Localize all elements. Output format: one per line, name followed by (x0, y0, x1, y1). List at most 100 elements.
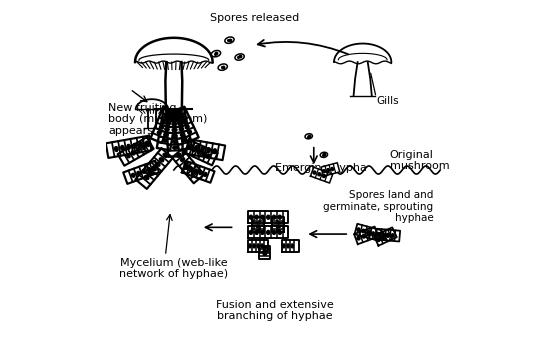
Text: Mycelium (web-like
network of hyphae): Mycelium (web-like network of hyphae) (119, 258, 228, 279)
Ellipse shape (392, 234, 394, 237)
Ellipse shape (180, 158, 185, 162)
Polygon shape (354, 226, 378, 244)
Polygon shape (355, 224, 382, 241)
Ellipse shape (249, 231, 252, 234)
Polygon shape (376, 229, 400, 241)
Ellipse shape (367, 231, 370, 234)
Polygon shape (248, 226, 289, 238)
Ellipse shape (261, 215, 264, 219)
Ellipse shape (191, 171, 195, 174)
Polygon shape (282, 240, 299, 252)
Ellipse shape (202, 152, 205, 156)
Ellipse shape (204, 172, 207, 176)
Ellipse shape (127, 144, 130, 149)
Ellipse shape (172, 122, 177, 126)
Ellipse shape (164, 116, 168, 119)
Ellipse shape (139, 142, 142, 147)
Ellipse shape (277, 230, 280, 232)
Polygon shape (106, 136, 151, 158)
Polygon shape (123, 161, 159, 184)
Ellipse shape (291, 244, 294, 248)
Ellipse shape (160, 126, 163, 129)
Ellipse shape (255, 231, 258, 234)
Ellipse shape (377, 238, 380, 241)
Ellipse shape (206, 154, 210, 158)
Ellipse shape (256, 226, 260, 228)
Ellipse shape (179, 128, 184, 131)
Polygon shape (248, 211, 289, 223)
Ellipse shape (183, 120, 187, 124)
Ellipse shape (256, 222, 260, 224)
Ellipse shape (182, 139, 186, 142)
Ellipse shape (387, 233, 389, 237)
Ellipse shape (382, 233, 384, 236)
Polygon shape (260, 246, 270, 259)
Ellipse shape (126, 154, 130, 158)
Ellipse shape (165, 128, 169, 131)
Ellipse shape (256, 230, 260, 232)
Ellipse shape (153, 166, 156, 170)
Ellipse shape (172, 117, 177, 120)
Ellipse shape (367, 233, 370, 236)
Ellipse shape (372, 232, 375, 235)
Ellipse shape (131, 151, 135, 155)
Ellipse shape (225, 37, 234, 43)
Ellipse shape (255, 215, 258, 219)
Polygon shape (172, 149, 204, 183)
Ellipse shape (148, 171, 152, 175)
Polygon shape (135, 148, 173, 189)
Ellipse shape (156, 162, 160, 166)
Ellipse shape (194, 169, 197, 173)
Ellipse shape (163, 153, 167, 157)
Polygon shape (248, 240, 268, 252)
Ellipse shape (235, 54, 244, 60)
Ellipse shape (197, 150, 200, 154)
Ellipse shape (188, 146, 191, 150)
Ellipse shape (267, 215, 270, 219)
Ellipse shape (145, 141, 149, 146)
Ellipse shape (213, 149, 217, 154)
Polygon shape (151, 107, 174, 143)
Polygon shape (182, 161, 214, 183)
Ellipse shape (145, 175, 148, 180)
Ellipse shape (180, 133, 185, 136)
Ellipse shape (277, 222, 280, 224)
Polygon shape (184, 140, 218, 165)
Ellipse shape (313, 171, 316, 174)
Ellipse shape (362, 229, 365, 233)
Ellipse shape (160, 158, 164, 162)
Ellipse shape (141, 145, 145, 149)
Ellipse shape (327, 169, 329, 172)
Ellipse shape (164, 133, 168, 137)
Ellipse shape (166, 110, 169, 114)
Ellipse shape (178, 110, 182, 114)
Text: Gills: Gills (376, 96, 399, 106)
Polygon shape (374, 227, 397, 246)
Ellipse shape (263, 250, 267, 252)
Ellipse shape (305, 134, 312, 139)
Ellipse shape (382, 236, 384, 239)
Text: Original
mushroom: Original mushroom (389, 150, 449, 171)
Ellipse shape (185, 166, 188, 169)
Ellipse shape (377, 233, 380, 236)
Ellipse shape (199, 171, 202, 175)
Ellipse shape (357, 228, 360, 232)
Polygon shape (157, 108, 177, 150)
Ellipse shape (211, 50, 221, 57)
Ellipse shape (362, 235, 365, 238)
Ellipse shape (147, 168, 151, 171)
Ellipse shape (272, 231, 276, 234)
Ellipse shape (331, 167, 334, 170)
Ellipse shape (323, 170, 326, 173)
Ellipse shape (322, 174, 326, 177)
Ellipse shape (207, 148, 210, 153)
Ellipse shape (190, 167, 192, 171)
Ellipse shape (177, 116, 181, 119)
Ellipse shape (180, 115, 184, 119)
Ellipse shape (172, 134, 177, 137)
Polygon shape (321, 163, 340, 176)
Polygon shape (170, 108, 192, 150)
Ellipse shape (121, 146, 124, 150)
Ellipse shape (166, 122, 170, 125)
Polygon shape (311, 167, 333, 183)
